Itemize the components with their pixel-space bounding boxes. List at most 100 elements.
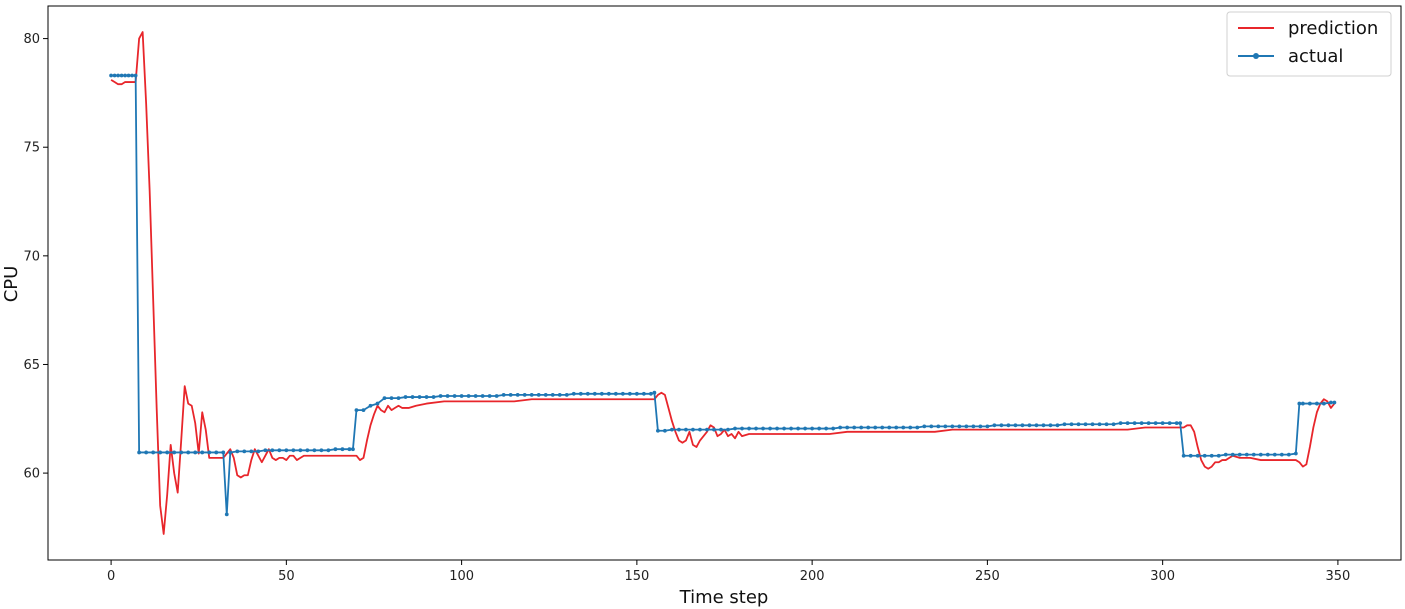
data-point-actual (550, 392, 555, 397)
data-point-actual (1125, 421, 1130, 426)
data-point-actual (284, 448, 289, 453)
data-point-actual (634, 391, 639, 396)
data-point-actual (1090, 422, 1095, 427)
data-point-actual (126, 73, 131, 78)
x-tick-label: 250 (975, 569, 1000, 584)
data-point-actual (200, 450, 205, 455)
data-point-actual (950, 424, 955, 429)
data-point-actual (852, 425, 857, 430)
data-point-actual (747, 426, 751, 431)
data-point-actual (235, 449, 240, 454)
data-point-actual (796, 426, 801, 431)
data-point-actual (1020, 423, 1025, 428)
data-point-actual (1223, 452, 1228, 457)
data-point-actual (1139, 421, 1144, 426)
data-point-actual (1167, 421, 1172, 426)
data-point-actual (740, 426, 744, 431)
data-point-actual (901, 425, 906, 430)
data-point-actual (522, 392, 527, 397)
data-point-actual (221, 450, 226, 455)
data-point-actual (1265, 452, 1270, 457)
data-point-actual (1111, 422, 1116, 427)
data-point-actual (137, 450, 142, 455)
data-point-actual (831, 426, 836, 431)
data-point-actual (663, 428, 667, 433)
y-tick-label: 70 (23, 249, 40, 264)
data-point-actual (319, 448, 324, 453)
data-point-actual (389, 396, 394, 401)
data-point-actual (999, 423, 1004, 428)
data-point-actual (396, 396, 401, 401)
data-point-actual (726, 427, 730, 432)
x-tick-label: 350 (1325, 569, 1350, 584)
data-point-actual (270, 448, 275, 453)
data-point-actual (368, 403, 373, 408)
data-point-actual (915, 425, 920, 430)
data-point-actual (761, 426, 765, 431)
data-point-actual (291, 448, 296, 453)
data-point-actual (112, 73, 117, 78)
data-point-actual (817, 426, 822, 431)
data-point-actual (775, 426, 779, 431)
data-point-actual (340, 447, 345, 452)
data-point-actual (943, 424, 948, 429)
data-point-actual (410, 395, 415, 399)
data-point-actual (179, 450, 184, 455)
y-tick-label: 60 (23, 467, 40, 482)
data-point-actual (1244, 452, 1249, 457)
data-point-actual (277, 448, 282, 453)
data-point-actual (1329, 400, 1333, 405)
data-point-actual (158, 450, 163, 455)
data-point-actual (1230, 452, 1235, 457)
data-point-actual (648, 391, 653, 396)
data-point-actual (347, 447, 352, 452)
data-point-actual (1195, 453, 1200, 458)
data-point-actual (543, 392, 548, 397)
data-point-actual (1209, 453, 1214, 458)
x-tick-label: 100 (449, 569, 474, 584)
data-point-actual (529, 392, 534, 397)
x-tick-label: 300 (1150, 569, 1175, 584)
data-point-actual (992, 423, 997, 428)
data-point-actual (452, 394, 457, 398)
x-tick-label: 150 (624, 569, 649, 584)
data-point-actual (116, 73, 120, 78)
data-point-actual (613, 391, 618, 396)
data-point-actual (1251, 452, 1256, 457)
data-point-actual (929, 424, 934, 429)
data-point-actual (1178, 421, 1183, 426)
data-point-actual (677, 427, 681, 432)
data-point-actual (242, 449, 247, 454)
data-point-actual (894, 425, 899, 430)
legend-marker-actual (1253, 53, 1259, 59)
data-point-actual (375, 401, 380, 406)
data-point-actual (207, 450, 212, 455)
data-point-actual (1174, 421, 1179, 426)
data-point-actual (1027, 423, 1032, 428)
data-point-actual (501, 392, 506, 397)
data-point-actual (165, 450, 170, 455)
data-point-actual (641, 391, 646, 396)
y-tick-label: 75 (23, 141, 40, 156)
data-point-actual (1132, 421, 1137, 426)
data-point-actual (985, 424, 990, 429)
data-point-actual (845, 425, 850, 430)
data-point-actual (571, 391, 576, 396)
data-point-actual (859, 425, 864, 430)
data-point-actual (351, 447, 355, 452)
x-axis-title: Time step (679, 587, 769, 608)
data-point-actual (866, 425, 871, 430)
data-point-actual (578, 391, 583, 396)
data-point-actual (1069, 422, 1074, 427)
data-point-actual (691, 427, 695, 432)
data-point-actual (585, 391, 590, 396)
x-axis: 0 50 100 150 200 250 300 350 (107, 560, 1350, 584)
data-point-actual (249, 449, 254, 454)
data-point-actual (256, 449, 261, 454)
legend: prediction actual (1226, 11, 1392, 77)
data-point-actual (487, 394, 492, 398)
data-point-actual (1034, 423, 1039, 428)
data-point-actual (978, 424, 983, 429)
data-point-actual (480, 394, 485, 398)
data-point-actual (592, 391, 597, 396)
